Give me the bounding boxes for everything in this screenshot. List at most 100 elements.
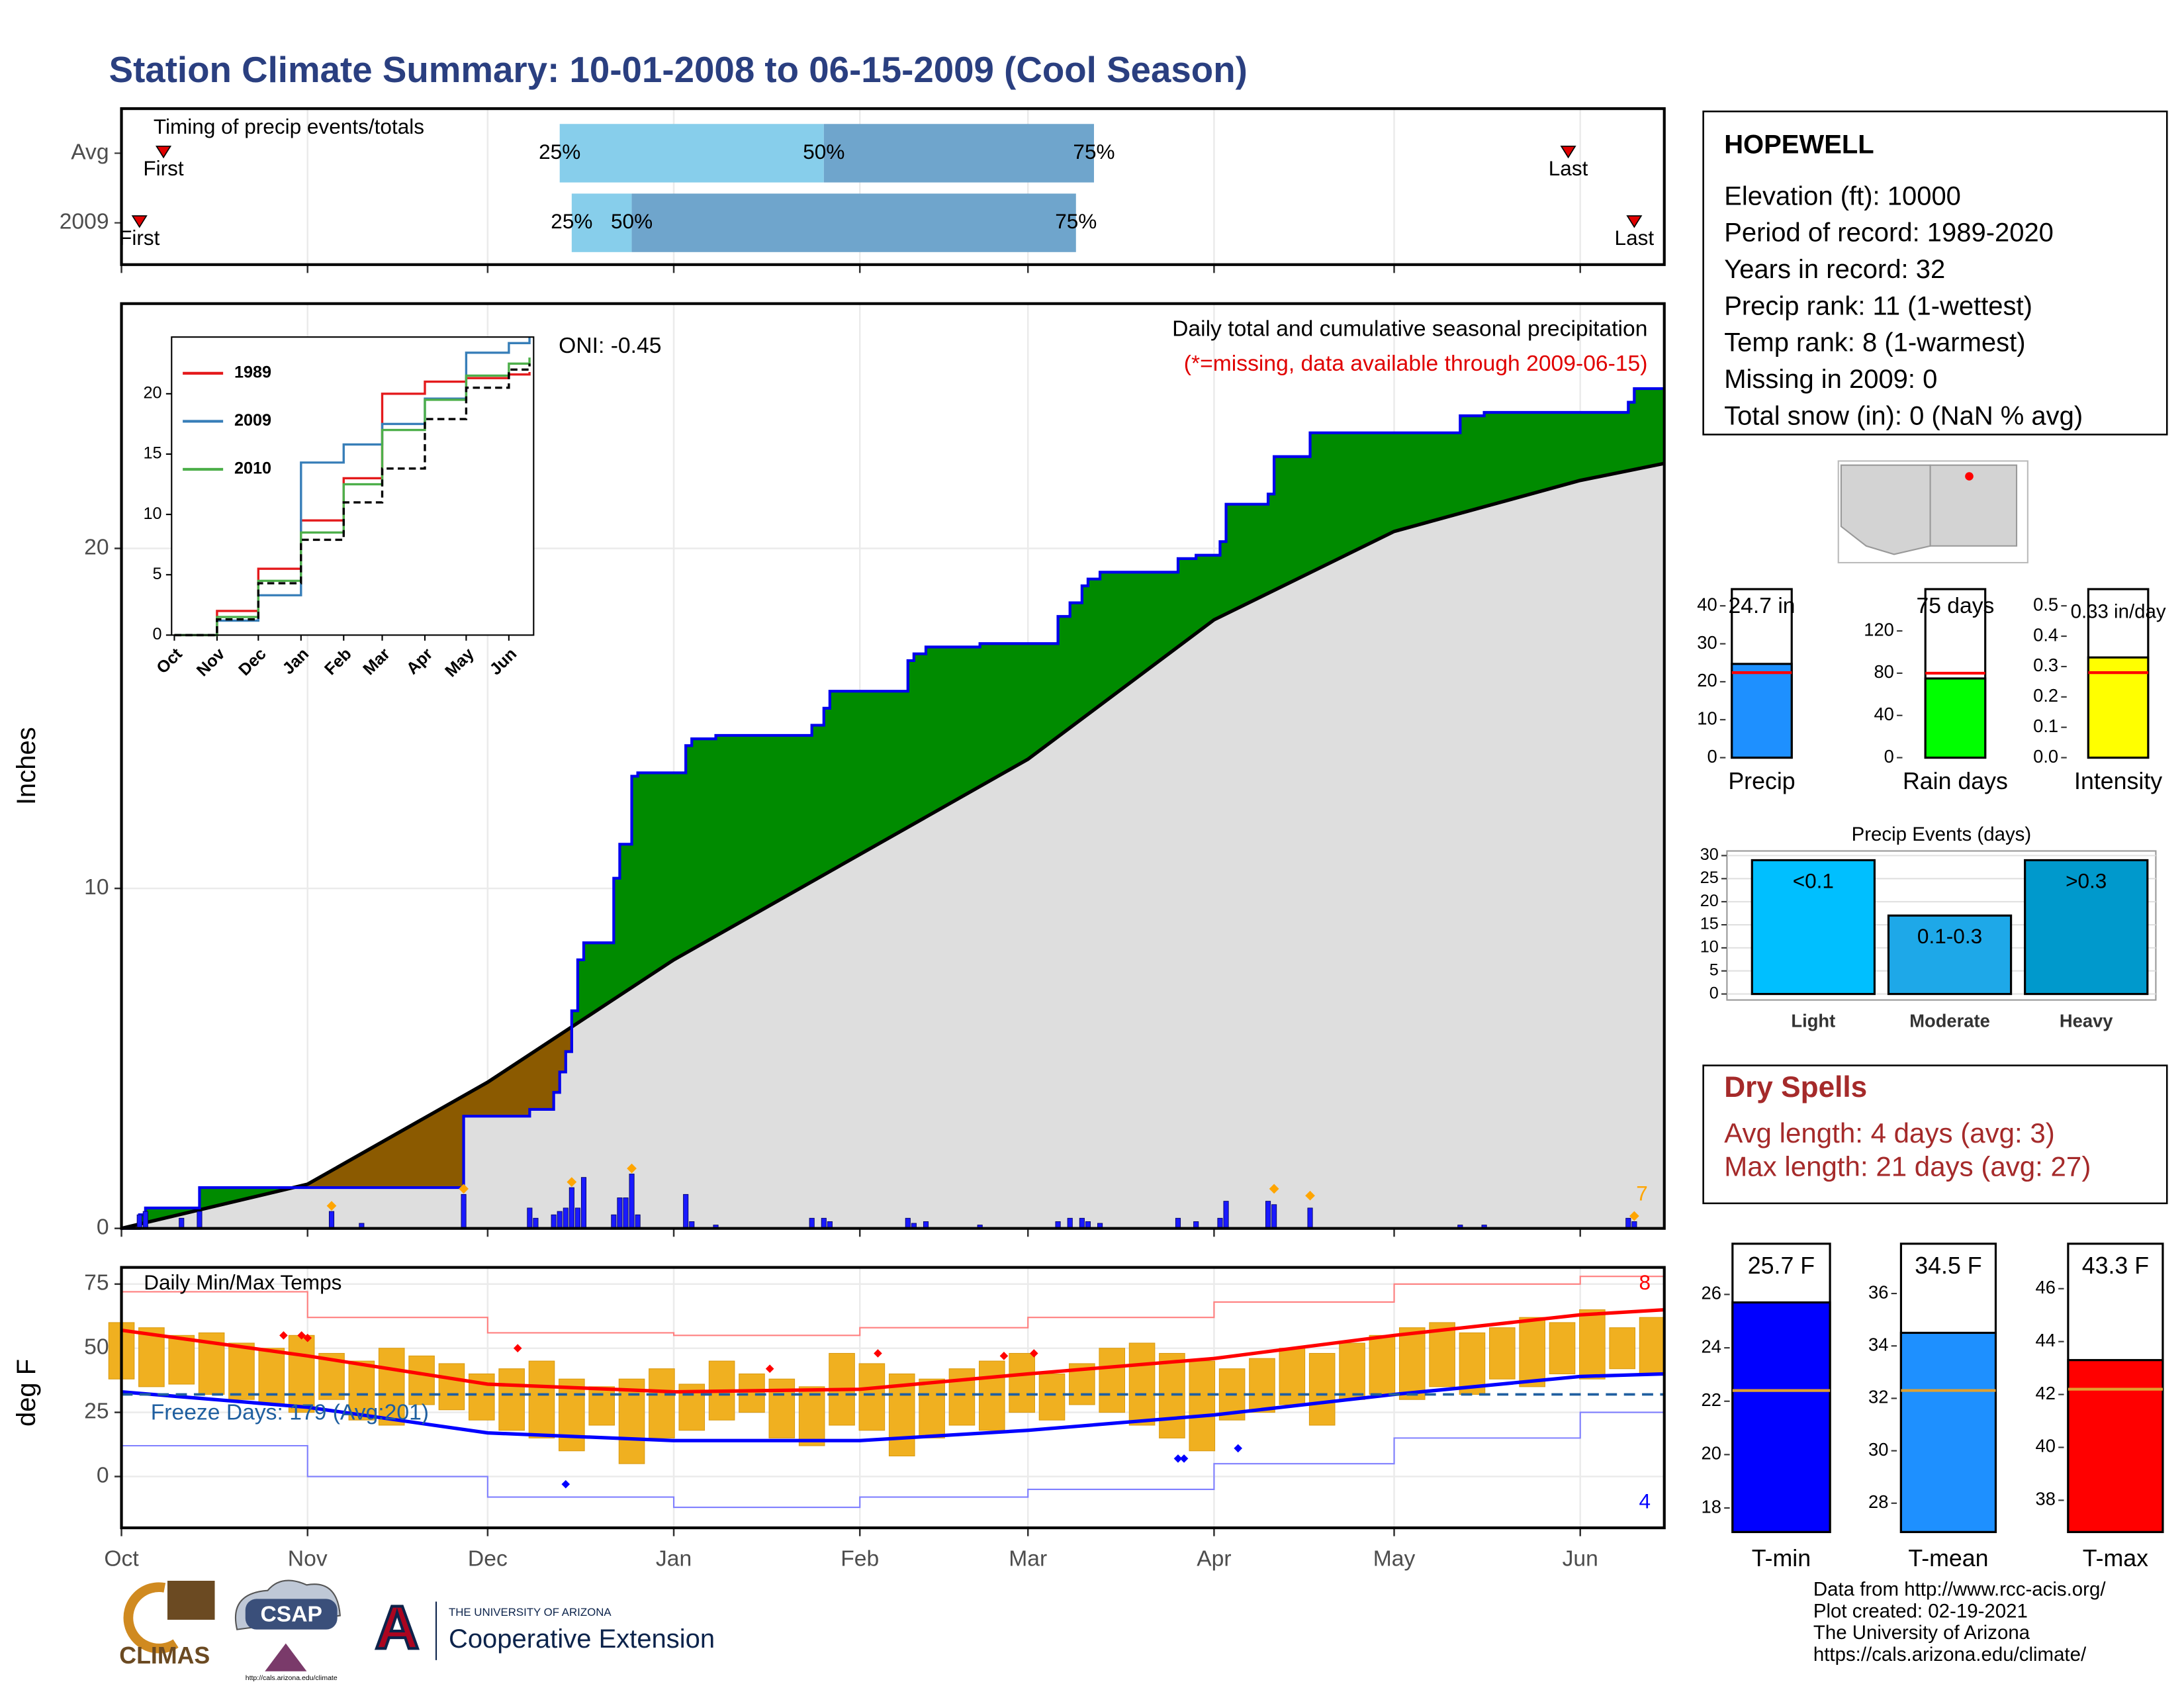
daily-bar [611,1214,617,1229]
logo-csap-badge [245,1599,338,1630]
y-tick-label: 40 [1874,704,1893,724]
record-marker [513,1344,522,1353]
temp-range-bar [618,1378,645,1464]
record-marker [279,1331,288,1340]
x-tick-label: Jun [1563,1546,1598,1571]
bar [1751,859,1876,996]
chart-subtitle: (*=missing, data available through 2009-… [1184,352,1648,376]
category-label: Heavy [2060,1011,2113,1031]
footer-line: The University of Arizona [1813,1622,2030,1644]
y-tick-label: 32 [1868,1387,1888,1407]
daily-bar [574,1207,580,1229]
temp-range-bar [498,1368,525,1431]
temp-range-bar [1159,1352,1185,1438]
y-tick-label: 2009 [60,210,109,234]
bar [1731,1301,1831,1533]
temp-range-bar [1189,1360,1216,1452]
temp-range-bar [1369,1335,1396,1395]
temp-range-bar [1609,1327,1636,1370]
average-line [121,1307,1664,1394]
x-tick-label: Oct [104,1546,139,1571]
bar [2087,656,2150,759]
cumulative-line [121,387,1664,1230]
y-tick-label: 120 [1864,619,1894,639]
event-label: Last [1549,156,1588,180]
y-tick-label: 36 [1868,1282,1888,1302]
y-tick-label: 10 [1697,708,1717,728]
temp-range-bar [408,1355,435,1405]
temp-range-bar [1099,1348,1126,1413]
dry-spell-line: Max length: 21 days (avg: 27) [1724,1150,2091,1182]
temp-range-bar [1579,1309,1606,1380]
temp-range-bar [258,1348,285,1405]
daily-bar [1265,1201,1271,1229]
annotation: Freeze Days: 179 (Avg:201) [151,1400,429,1425]
y-tick-label: 5 [153,565,162,583]
y-tick-label: 0.1 [2033,716,2058,736]
event-marker [1560,146,1576,159]
quantile-label: 75% [1073,140,1115,164]
y-tick-label: 50 [84,1335,109,1360]
daily-bar [1223,1201,1229,1229]
chart-title: Precip Events (days) [1852,823,2032,845]
station-line: Temp rank: 8 (1-warmest) [1724,328,2025,357]
record-marker [1029,1349,1038,1358]
footer-line: Data from http://www.rcc-acis.org/ [1813,1579,2106,1601]
temp-range-bar [1549,1322,1576,1374]
temp-range-bar [1038,1373,1066,1421]
y-tick-label: 0 [1884,746,1894,767]
y-tick-label: 18 [1702,1496,1721,1517]
station-name: HOPEWELL [1724,130,1874,159]
y-tick-label: 30 [1700,845,1719,864]
daily-bar [1067,1217,1073,1229]
y-tick-label: 20 [1697,670,1717,690]
event-marker [131,215,148,228]
x-tick-label: Mar [1009,1546,1047,1571]
y-tick-label: 38 [2036,1489,2056,1509]
y-tick-label: 80 [1874,661,1893,682]
daily-bar [1271,1204,1277,1229]
bar [1731,663,1793,759]
value-label: 24.7 in [1728,594,1795,618]
event-label: Last [1615,226,1655,250]
logo-csap: CSAP [260,1602,322,1626]
legend-label: 1989 [234,363,271,382]
station-line: Period of record: 1989-2020 [1724,218,2054,248]
temp-range-bar [228,1342,255,1400]
daily-bar [179,1217,185,1229]
event-marker [155,146,172,159]
daily-bar [569,1187,574,1229]
inset-area [171,337,534,635]
subtitle: Timing of precip events/totals [154,115,424,138]
x-tick-label: Dec [468,1546,508,1571]
legend-label: 2010 [234,459,271,478]
logo-climas-mark [123,1582,179,1654]
bar [1924,677,1987,759]
y-tick-label: 0.0 [2033,746,2058,767]
y-tick-label: 46 [2036,1277,2056,1297]
x-tick-label: Feb [841,1546,879,1571]
temp-range-bar [588,1386,615,1426]
plot-frame [120,1266,1666,1530]
temp-range-bar [1128,1342,1156,1426]
quantile-bar [571,193,632,252]
value-label: 75 days [1917,594,1995,618]
y-tick-label: 44 [2036,1330,2056,1350]
temp-range-bar [1639,1317,1666,1374]
record-marker [561,1479,570,1489]
y-tick-label: 42 [2036,1383,2056,1403]
temp-range-bar [798,1386,825,1446]
category-label: T-min [1752,1545,1811,1571]
daily-bar [809,1217,815,1229]
y-tick-label: 28 [1868,1491,1888,1512]
y-tick-label: 0.2 [2033,685,2058,706]
temp-range-bar [948,1368,976,1426]
inset-frame [171,336,535,636]
logo-climas-mark [167,1580,215,1620]
y-tick-label: 20 [1700,892,1719,910]
daily-bar [821,1217,827,1229]
x-tick-label: Jan [656,1546,692,1571]
category-label: Light [1791,1011,1835,1031]
quantile-label: 50% [803,140,844,164]
